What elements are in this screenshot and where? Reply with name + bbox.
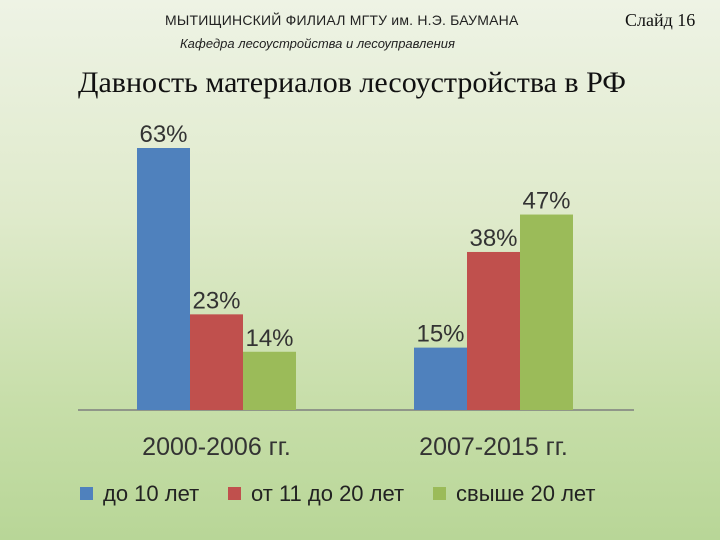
x-tick-label: 2007-2015 гг. xyxy=(419,433,568,461)
bar-1-3 xyxy=(243,351,296,410)
data-label: 47% xyxy=(522,188,570,215)
data-label: 14% xyxy=(245,325,293,352)
legend-swatch xyxy=(80,487,93,500)
data-label: 63% xyxy=(139,121,187,148)
org-name: МЫТИЩИНСКИЙ ФИЛИАЛ МГТУ им. Н.Э. БАУМАНА xyxy=(165,12,519,28)
bar-1-1 xyxy=(137,148,190,410)
bar-2-2 xyxy=(467,251,520,410)
slide-number: Слайд 16 xyxy=(625,10,696,30)
data-label: 23% xyxy=(192,287,240,314)
data-label: 38% xyxy=(469,225,517,252)
x-tick-label: 2000-2006 гг. xyxy=(142,433,291,461)
legend-swatch xyxy=(433,487,446,500)
data-label: 15% xyxy=(416,321,464,348)
department-name: Кафедра лесоустройства и лесоуправления xyxy=(180,36,455,51)
legend-swatch xyxy=(228,487,241,500)
bar-2-1 xyxy=(414,347,467,410)
legend-label: свыше 20 лет xyxy=(456,481,596,506)
legend-label: до 10 лет xyxy=(103,481,199,506)
page-title: Давность материалов лесоустройства в РФ xyxy=(78,66,626,99)
legend-label: от 11 до 20 лет xyxy=(251,481,404,506)
bar-1-2 xyxy=(190,314,243,410)
bar-2-3 xyxy=(520,214,573,410)
